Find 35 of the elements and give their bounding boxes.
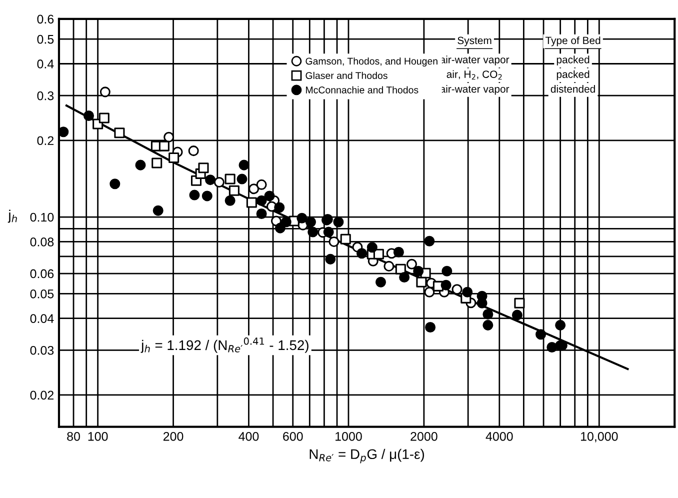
x-tick-label: 100 xyxy=(88,432,108,441)
annotation: air-water vapor xyxy=(440,85,510,95)
annotation: System xyxy=(458,36,492,46)
legend-label: Gamson, Thodos, and Hougen xyxy=(306,57,438,67)
y-tick-label: 0.02 xyxy=(30,390,54,400)
x-axis-title: N$_{Re′}$ = D$_{p}$G / μ(1-ε) xyxy=(310,448,424,464)
y-tick-label: 0.08 xyxy=(30,238,54,246)
x-tick-label: 10,000 xyxy=(580,432,618,442)
y-tick-label: 0.6 xyxy=(37,14,54,24)
x-tick-label: 80 xyxy=(67,432,80,441)
y-tick-label: 0.2 xyxy=(37,136,54,146)
y-tick-label: 0.10 xyxy=(30,212,54,222)
y-tick-label: 0.03 xyxy=(30,346,54,355)
x-tick-label: 4000 xyxy=(486,432,513,441)
annotation: j$_{h}$ = 1.192 / (N$_{Re′}$$^{0.41}$ - 1.52) xyxy=(140,337,308,353)
x-tick-label: 200 xyxy=(163,432,184,441)
annotation: air, H$_{2}$, CO$_{2}$ xyxy=(446,70,502,80)
y-tick-label: 0.06 xyxy=(30,269,54,278)
annotation: packed xyxy=(556,56,590,66)
legend-label: McConnachie and Thodos xyxy=(306,86,418,94)
y-tick-label: 0.04 xyxy=(30,314,54,323)
x-tick-label: 1000 xyxy=(336,432,362,441)
x-tick-label: 400 xyxy=(238,432,259,441)
y-tick-label: 0.05 xyxy=(30,289,54,298)
annotation: Type of Bed xyxy=(545,36,600,46)
x-tick-label: 2000 xyxy=(410,432,438,441)
annotation: air-water vapor xyxy=(440,56,510,66)
y-axis-title: j$_{h}$ xyxy=(8,210,17,223)
x-tick-label: 600 xyxy=(283,432,303,441)
annotation: distended xyxy=(550,85,595,93)
legend-label: Glaser and Thodos xyxy=(306,72,388,80)
y-tick-label: 0.5 xyxy=(37,34,54,44)
y-tick-label: 0.3 xyxy=(37,91,54,100)
annotation: packed xyxy=(556,70,590,80)
y-tick-label: 0.4 xyxy=(37,60,54,68)
